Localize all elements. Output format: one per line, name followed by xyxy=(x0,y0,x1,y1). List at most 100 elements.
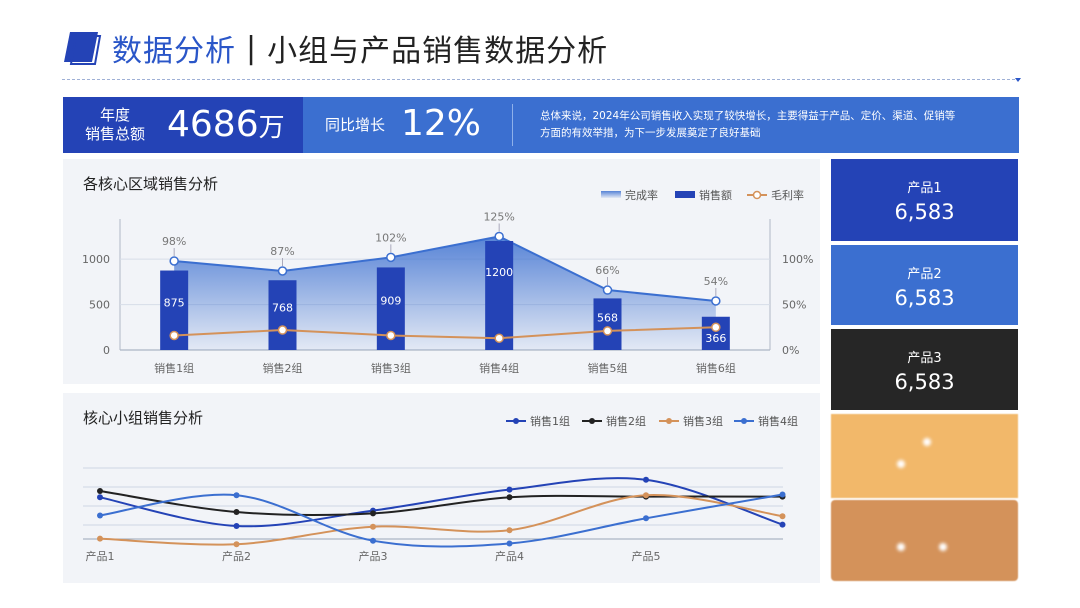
header-divider xyxy=(62,79,1020,80)
gross-margin-point xyxy=(602,326,613,336)
product3-value: 6,583 xyxy=(894,370,955,394)
legend-swatch-sales xyxy=(675,191,695,198)
yoy-growth-kpi: 同比增长 12% xyxy=(303,97,1019,153)
legend-marker xyxy=(666,418,672,424)
product1-card: 产品1 6,583 xyxy=(831,159,1018,241)
legend-marker-margin xyxy=(752,190,762,200)
x-tick-label: 产品2 xyxy=(222,549,251,563)
x-tick-label: 产品1 xyxy=(86,549,115,563)
gross-margin-point xyxy=(386,330,396,341)
legend-marker xyxy=(741,418,747,424)
blurred-mark xyxy=(923,438,931,446)
series-point xyxy=(97,494,103,501)
annual-value-unit: 万 xyxy=(258,113,285,143)
product4-card xyxy=(831,414,1018,498)
product3-label: 产品3 xyxy=(907,351,942,366)
product1-label: 产品1 xyxy=(907,181,942,196)
summary-line2: 方面的有效举措，为下一步发展奠定了良好基础 xyxy=(540,127,761,139)
title-separator: | xyxy=(246,30,258,66)
product5-card xyxy=(831,500,1018,581)
completion-rate-point xyxy=(711,296,721,306)
series-point xyxy=(97,488,103,494)
sales-bar-label: 1200 xyxy=(485,266,513,279)
completion-rate-label: 87% xyxy=(270,245,294,258)
legend-label-completion: 完成率 xyxy=(625,188,658,202)
sales-bar xyxy=(268,280,297,350)
sales-bar xyxy=(485,241,514,350)
gross-margin-point xyxy=(494,333,504,343)
region-sales-title: 各核心区域销售分析 xyxy=(83,175,219,193)
series-point xyxy=(506,540,513,547)
sales-bar-label: 768 xyxy=(272,302,293,315)
completion-rate-label: 66% xyxy=(595,264,619,277)
yoy-label: 同比增长 xyxy=(325,116,386,134)
annual-sales-kpi: 年度 销售总额 4686万 xyxy=(63,97,303,153)
product1-value: 6,583 xyxy=(894,200,955,224)
region-sales-panel: 各核心区域销售分析 0 500 1000 0% 50% 100% 875 768 909 1200… xyxy=(63,159,820,384)
document-icon xyxy=(64,32,102,65)
gross-margin-line xyxy=(174,326,716,340)
sales-bar xyxy=(593,298,622,350)
y-tick-label: 0% xyxy=(782,344,799,357)
sales-bar xyxy=(701,316,730,350)
gross-margin-point xyxy=(277,325,288,335)
group-sales-panel: 核心小组销售分析 产品1 产品2 产品3 产品4 产品5 销售1组 销售2组 销售3组 销售4组 xyxy=(63,393,820,583)
annual-label-line1: 年度 xyxy=(99,106,130,124)
series-point xyxy=(233,492,240,499)
completion-rate-line xyxy=(174,235,716,302)
sales-bar-label: 366 xyxy=(705,332,726,345)
completion-rate-point xyxy=(386,252,396,263)
series-point xyxy=(506,494,513,501)
series-point xyxy=(779,513,786,520)
product2-value: 6,583 xyxy=(894,286,955,310)
x-tick-label: 销售1组 xyxy=(154,361,194,375)
series-point xyxy=(779,491,786,498)
kpi-divider xyxy=(512,104,513,146)
annual-value-number: 4686 xyxy=(167,104,259,145)
y-tick-label: 500 xyxy=(89,299,110,312)
series-line xyxy=(99,494,783,546)
x-tick-label: 产品4 xyxy=(495,549,524,563)
y-tick-label: 0 xyxy=(103,344,110,357)
series-line xyxy=(99,490,783,517)
legend-marker xyxy=(589,418,595,424)
annual-sales-label: 年度 销售总额 xyxy=(77,106,153,144)
x-tick-label: 产品5 xyxy=(632,549,661,563)
legend-label: 销售3组 xyxy=(683,414,723,428)
page-title: 数据分析 | 小组与产品销售数据分析 xyxy=(112,26,608,70)
annual-sales-value: 4686万 xyxy=(167,105,285,148)
series-line xyxy=(99,493,783,548)
completion-rate-point xyxy=(494,231,504,242)
series-point xyxy=(643,515,649,522)
completion-rate-point xyxy=(602,285,613,295)
product3-card: 产品3 6,583 xyxy=(831,329,1018,410)
summary-text: 总体来说，2024年公司销售收入实现了较快增长，主要得益于产品、定价、渠道、促销… xyxy=(540,108,1000,142)
product2-label: 产品2 xyxy=(907,267,942,282)
series-point xyxy=(643,476,649,483)
title-main: 数据分析 xyxy=(112,34,236,69)
series-point xyxy=(506,527,513,534)
group-sales-chart: 产品1 产品2 产品3 产品4 产品5 销售1组 销售2组 销售3组 销售4组 xyxy=(83,414,798,563)
product2-card: 产品2 6,583 xyxy=(831,245,1018,325)
blurred-mark xyxy=(939,543,947,551)
summary-line1: 总体来说，2024年公司销售收入实现了较快增长，主要得益于产品、定价、渠道、促销… xyxy=(540,110,956,122)
series-point xyxy=(97,535,103,542)
series-point xyxy=(506,486,513,493)
completion-rate-area xyxy=(174,236,716,350)
legend-label: 销售1组 xyxy=(530,414,570,428)
yoy-value: 12% xyxy=(401,103,482,144)
legend-swatch-completion xyxy=(601,191,621,198)
x-tick-label: 销售3组 xyxy=(371,361,411,375)
x-tick-label: 销售6组 xyxy=(696,361,736,375)
annual-label-line2: 销售总额 xyxy=(84,125,145,143)
sales-bar-label: 568 xyxy=(597,312,618,325)
legend-label-sales: 销售额 xyxy=(699,188,732,202)
group-sales-title: 核心小组销售分析 xyxy=(83,409,204,427)
series-point xyxy=(370,537,376,544)
series-point xyxy=(779,521,786,528)
series-point xyxy=(233,523,240,529)
x-tick-label: 销售4组 xyxy=(479,361,519,375)
x-tick-label: 销售5组 xyxy=(588,361,628,375)
series-point xyxy=(233,509,240,515)
legend-label: 销售2组 xyxy=(606,414,646,428)
